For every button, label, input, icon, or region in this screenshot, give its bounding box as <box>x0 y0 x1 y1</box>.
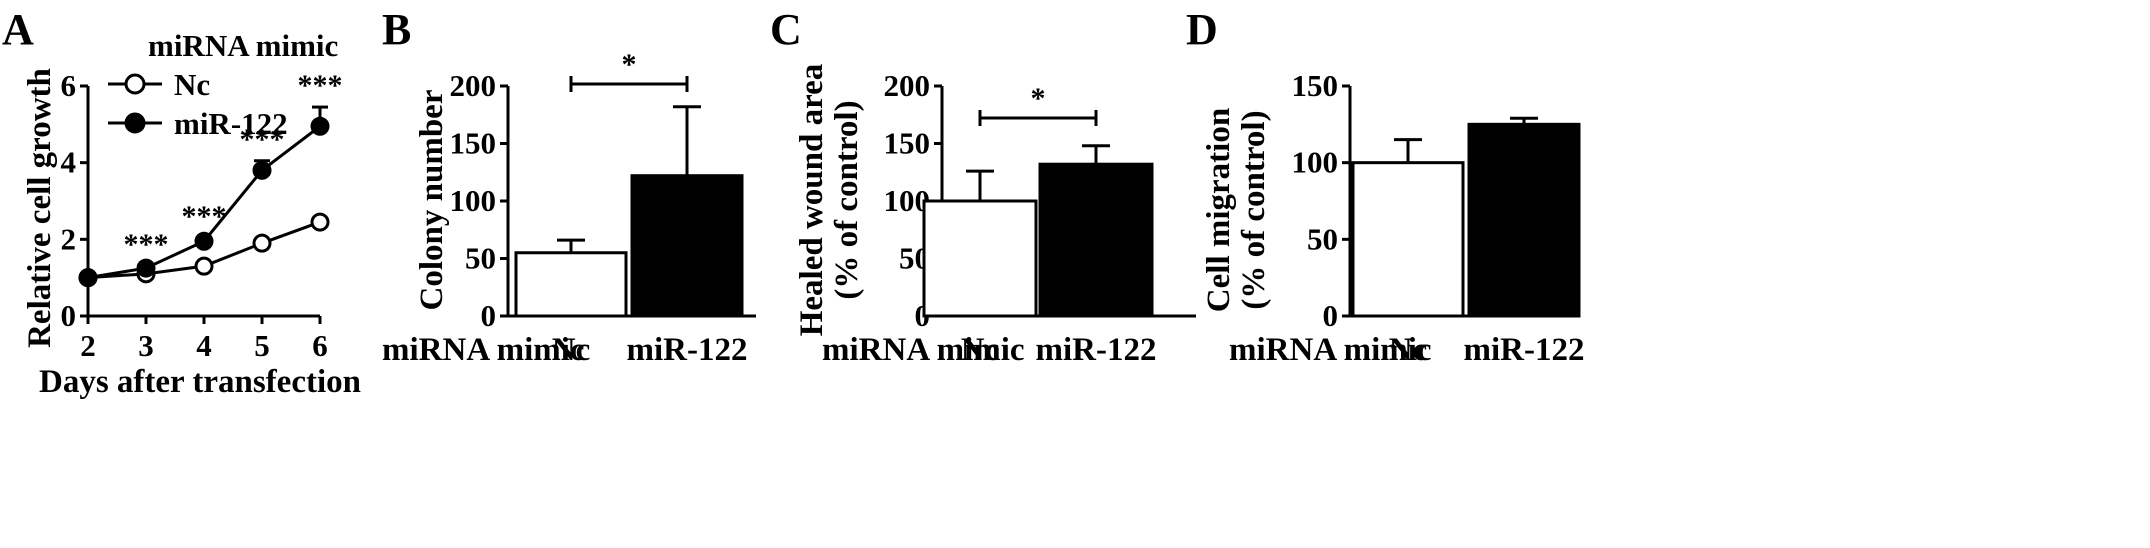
significance-a: *** <box>124 228 169 261</box>
panel-letter-d: D <box>1186 5 1218 54</box>
panel-letter-c: C <box>770 5 802 54</box>
significance-star-b: * <box>622 48 637 81</box>
bar-mir122-d <box>1467 122 1581 318</box>
bar-nc-d <box>1351 161 1465 318</box>
y-axis-subtitle-c: (% of control) <box>829 100 865 299</box>
x-tick-label-a: 5 <box>254 328 270 363</box>
y-axis-title-a: Relative cell growth <box>22 68 58 348</box>
y-axis-title-b: Colony number <box>414 90 450 311</box>
y-axis-title-d: Cell migration <box>1201 108 1237 312</box>
y-tick-label-d: 0 <box>1323 298 1339 333</box>
significance-a: *** <box>240 123 285 156</box>
category-label-d: miR-122 <box>1464 332 1585 368</box>
legend-marker-nc <box>124 73 146 95</box>
category-label-b: miR-122 <box>627 332 748 368</box>
bar-nc-c <box>922 199 1038 318</box>
legend-marker-mir122 <box>124 112 146 134</box>
panel-letter-a: A <box>2 5 34 54</box>
x-tick-label-a: 2 <box>80 328 96 363</box>
legend-a: Nc miR-122 <box>108 67 288 141</box>
data-point-mir122 <box>310 116 330 136</box>
category-label-c: miR-122 <box>1036 332 1157 368</box>
plot-area-d: 0 50 100 150 Nc miR-122 <box>1292 68 1585 368</box>
group-label-c: miRNA mimic <box>822 332 1025 368</box>
category-label-b: Nc <box>552 332 590 368</box>
legend-label-mir122: miR-122 <box>174 106 288 141</box>
y-tick-label-b: 200 <box>450 68 497 103</box>
x-tick-label-a: 6 <box>312 328 328 363</box>
y-tick-label-d: 150 <box>1292 68 1339 103</box>
y-tick-label-b: 150 <box>450 126 497 161</box>
y-tick-label-a: 4 <box>61 145 77 180</box>
y-tick-label-a: 2 <box>61 221 77 256</box>
y-tick-label-c: 100 <box>884 183 931 218</box>
x-tick-label-a: 4 <box>196 328 212 363</box>
y-tick-label-a: 0 <box>61 298 77 333</box>
data-point-mir122 <box>252 160 272 180</box>
panel-b: B Colony number miRNA mimic 0 50 100 150 200… <box>382 5 756 368</box>
data-point-mir122 <box>194 231 214 251</box>
significance-a: *** <box>182 200 227 233</box>
y-tick-label-a: 6 <box>61 68 77 103</box>
group-label-b: miRNA mimic <box>382 332 585 368</box>
group-label-d: miRNA mimic <box>1229 332 1432 368</box>
bar-mir122-b <box>630 174 744 318</box>
legend-title-a: miRNA mimic <box>148 28 338 63</box>
y-tick-label-b: 100 <box>450 183 497 218</box>
panel-letter-b: B <box>382 5 411 54</box>
significance-a: *** <box>298 69 343 102</box>
data-point-nc <box>194 256 214 276</box>
y-axis-title-c: Healed wound area <box>794 64 830 337</box>
data-point-nc <box>310 212 330 232</box>
y-axis-subtitle-d: (% of control) <box>1236 110 1272 309</box>
y-tick-label-d: 50 <box>1307 221 1338 256</box>
panel-c: C Healed wound area (% of control) miRNA… <box>770 5 1196 368</box>
y-tick-label-c: 150 <box>884 126 931 161</box>
bar-mir122-c <box>1038 162 1154 318</box>
bar-nc-b <box>514 251 628 318</box>
plot-area-b: 0 50 100 150 200 Nc miR-122 * <box>450 48 756 368</box>
significance-star-c: * <box>1031 82 1046 115</box>
data-point-mir122 <box>136 258 156 278</box>
legend-label-nc: Nc <box>174 67 210 102</box>
category-label-c: Nc <box>961 332 999 368</box>
category-label-d: Nc <box>1389 332 1427 368</box>
x-axis-title-a: Days after transfection <box>39 364 361 400</box>
panel-d: D Cell migration (% of control) miRNA mi… <box>1186 5 1584 368</box>
x-tick-label-a: 3 <box>138 328 154 363</box>
y-tick-label-c: 200 <box>884 68 931 103</box>
data-point-mir122 <box>78 268 98 288</box>
y-tick-label-b: 0 <box>481 298 497 333</box>
y-tick-label-b: 50 <box>465 241 496 276</box>
y-tick-label-d: 100 <box>1292 145 1339 180</box>
panel-a: A miRNA mimic Nc miR-122 Relative cell g… <box>2 5 361 400</box>
data-point-nc <box>252 233 272 253</box>
